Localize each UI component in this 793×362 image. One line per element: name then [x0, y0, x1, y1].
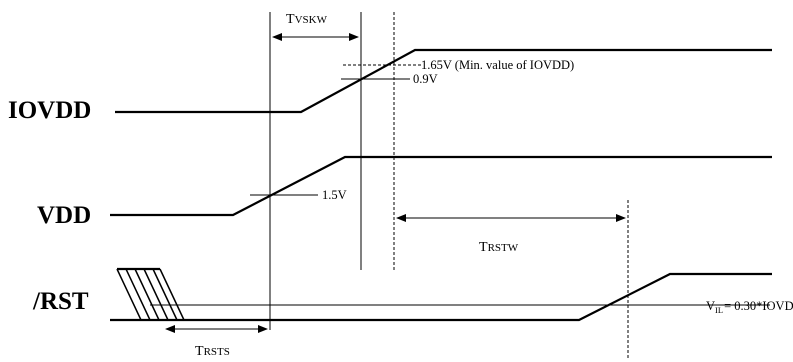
tvskw-label: TVSKW — [286, 12, 328, 27]
trstw-label: TRSTW — [479, 240, 519, 255]
rst-undefined-region — [116, 267, 185, 321]
rst-vil-annotation: VIL= 0.30*IOVDD — [706, 299, 793, 315]
vdd-signal-label: VDD — [37, 202, 91, 229]
iovdd-signal-label: IOVDD — [8, 97, 91, 124]
vdd-15v-annotation: 1.5V — [322, 188, 347, 202]
rst-waveform — [110, 272, 772, 322]
iovdd-09v-annotation: 0.9V — [413, 72, 438, 86]
iovdd-165v-annotation: 1.65V (Min. value of IOVDD) — [421, 58, 574, 72]
vdd-waveform — [110, 155, 772, 217]
trsts-label: TRSTS — [195, 344, 230, 359]
iovdd-waveform — [115, 48, 772, 114]
rst-signal-label: /RST — [32, 288, 89, 315]
